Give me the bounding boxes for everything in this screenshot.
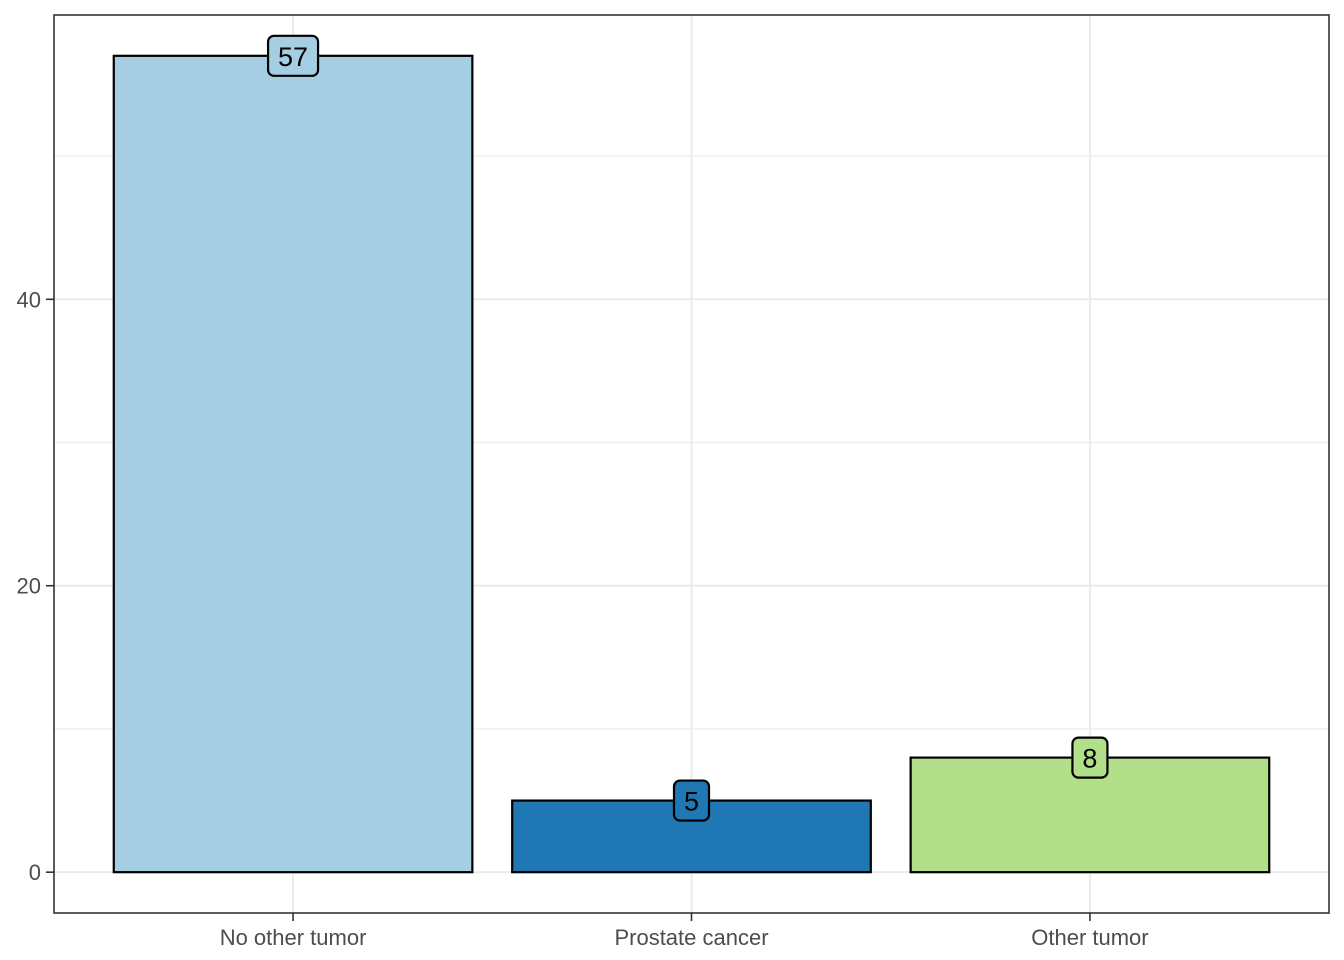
data-label-box-1 xyxy=(266,34,320,77)
x-axis: No other tumor Prostate cancer Other tumor xyxy=(220,913,1149,950)
x-tick-label-2: Other tumor xyxy=(1031,925,1148,950)
data-label-box-2 xyxy=(672,779,711,822)
y-tick-label-1: 20 xyxy=(17,574,41,599)
y-tick-label-0: 0 xyxy=(29,860,41,885)
y-axis: 0 20 40 xyxy=(17,287,54,885)
x-tick-label-1: Prostate cancer xyxy=(614,925,768,950)
data-label-box-3 xyxy=(1071,736,1109,779)
x-tick-label-0: No other tumor xyxy=(220,925,367,950)
bars xyxy=(112,54,1271,874)
data-label-3: 8 xyxy=(1082,744,1097,774)
bar-1 xyxy=(112,54,474,874)
data-label-2: 5 xyxy=(684,787,699,817)
data-label-1: 57 xyxy=(278,42,308,72)
data-labels: 57 5 8 xyxy=(266,34,1109,822)
y-tick-label-2: 40 xyxy=(17,287,41,312)
